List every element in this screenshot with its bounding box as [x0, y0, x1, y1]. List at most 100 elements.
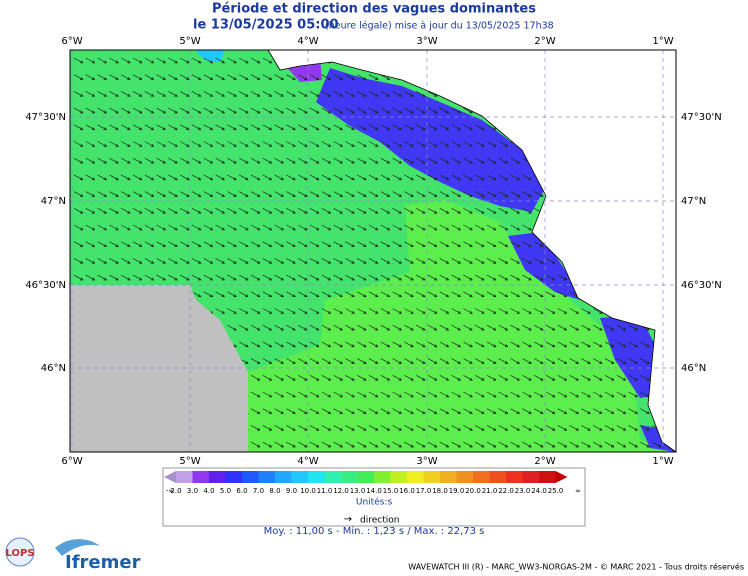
sea-nearshore	[248, 200, 676, 452]
wave-arrow	[616, 358, 627, 364]
wave-arrow	[250, 141, 261, 147]
lon-label: 2°W	[534, 456, 555, 467]
wave-arrow	[250, 207, 261, 214]
wave-arrow	[239, 74, 249, 81]
wave-arrow	[522, 374, 532, 381]
wave-arrow	[121, 57, 131, 64]
wave-arrow	[581, 341, 591, 348]
date: le 13/05/2025 05:00	[193, 18, 339, 33]
wave-arrow	[180, 258, 190, 264]
wave-arrow	[439, 408, 450, 415]
wave-arrow	[486, 441, 497, 448]
wave-arrow	[239, 274, 249, 281]
wave-arrow	[286, 341, 296, 348]
wave-arrow	[345, 191, 355, 197]
wave-arrow	[321, 358, 332, 364]
wave-arrow	[274, 391, 284, 398]
wave-arrow	[109, 141, 119, 147]
wave-arrow	[286, 308, 296, 314]
wave-arrow	[451, 391, 461, 398]
wave-arrow	[427, 441, 438, 448]
colorbar-label: -∞	[166, 487, 174, 495]
wave-arrow	[286, 207, 296, 214]
wave-arrow	[286, 291, 296, 298]
wave-arrow	[416, 241, 426, 248]
wave-arrow	[250, 224, 261, 231]
wave-arrow	[486, 341, 497, 348]
wave-arrow	[486, 224, 497, 231]
wave-arrow	[132, 141, 143, 147]
wave-arrow	[510, 174, 520, 181]
wave-arrow	[416, 324, 426, 331]
wave-arrow	[380, 341, 391, 348]
wave-arrow	[357, 258, 367, 264]
wave-arrow	[534, 425, 544, 431]
wave-arrow	[581, 441, 591, 448]
wave-arrow	[321, 308, 332, 314]
wave-arrow	[298, 207, 308, 214]
wave-arrow	[298, 107, 308, 114]
wave-arrow	[451, 324, 461, 331]
wave-arrow	[203, 191, 214, 197]
wave-arrow	[357, 191, 367, 197]
wave-arrow	[404, 157, 414, 164]
wave-arrow	[156, 57, 166, 64]
wave-arrow	[569, 341, 579, 348]
wave-arrow	[73, 258, 84, 264]
colorbar-label: 7.0	[253, 487, 264, 495]
colorbar-segment	[539, 471, 556, 483]
wave-arrow	[286, 391, 296, 398]
wave-arrow	[227, 157, 237, 164]
wave-arrow	[309, 241, 320, 248]
wave-arrow	[357, 174, 367, 181]
wave-arrow	[345, 291, 355, 298]
wave-arrow	[451, 191, 461, 197]
wave-arrow	[144, 174, 155, 181]
wave-arrow	[345, 124, 355, 131]
wave-arrow	[298, 341, 308, 348]
wave-arrow	[85, 207, 96, 214]
wave-arrow	[274, 141, 284, 147]
wave-arrow	[274, 441, 284, 448]
wave-arrow	[628, 374, 638, 381]
colorbar-segment	[390, 471, 407, 483]
wave-arrow	[392, 391, 402, 398]
wave-arrow	[321, 441, 332, 448]
wave-arrow	[510, 207, 520, 214]
wave-arrow	[97, 107, 107, 114]
colorbar-segment	[374, 471, 391, 483]
wave-arrow	[368, 374, 379, 381]
wave-arrow	[262, 408, 273, 415]
wave-arrow	[109, 258, 119, 264]
wave-arrow	[286, 124, 296, 131]
wave-arrow	[345, 391, 355, 398]
colorbar-segment	[440, 471, 457, 483]
wave-arrow	[215, 207, 225, 214]
wave-arrow	[298, 241, 308, 248]
wave-arrow	[345, 174, 355, 181]
wave-arrow	[475, 441, 485, 448]
colorbar-label: 11.0	[317, 487, 333, 495]
wave-arrow	[298, 408, 308, 415]
wave-arrow	[180, 91, 190, 97]
wave-arrow	[250, 241, 261, 248]
lat-label: 47°30'N	[681, 112, 722, 123]
wave-arrow	[463, 291, 473, 298]
wave-arrow	[250, 57, 261, 64]
wave-arrow	[109, 157, 119, 164]
wave-arrow	[121, 157, 131, 164]
wave-arrow	[321, 391, 332, 398]
lon-label: 5°W	[179, 36, 200, 47]
wave-arrow	[121, 241, 131, 248]
wave-arrow	[368, 107, 379, 114]
wave-arrow	[392, 241, 402, 248]
wave-arrow	[357, 425, 367, 431]
wave-arrow	[392, 274, 402, 281]
wave-arrow	[534, 358, 544, 364]
wave-arrow	[368, 391, 379, 398]
wave-arrow	[522, 425, 532, 431]
wave-arrow	[345, 441, 355, 448]
wave-arrow	[227, 274, 237, 281]
wave-arrow	[309, 74, 320, 81]
